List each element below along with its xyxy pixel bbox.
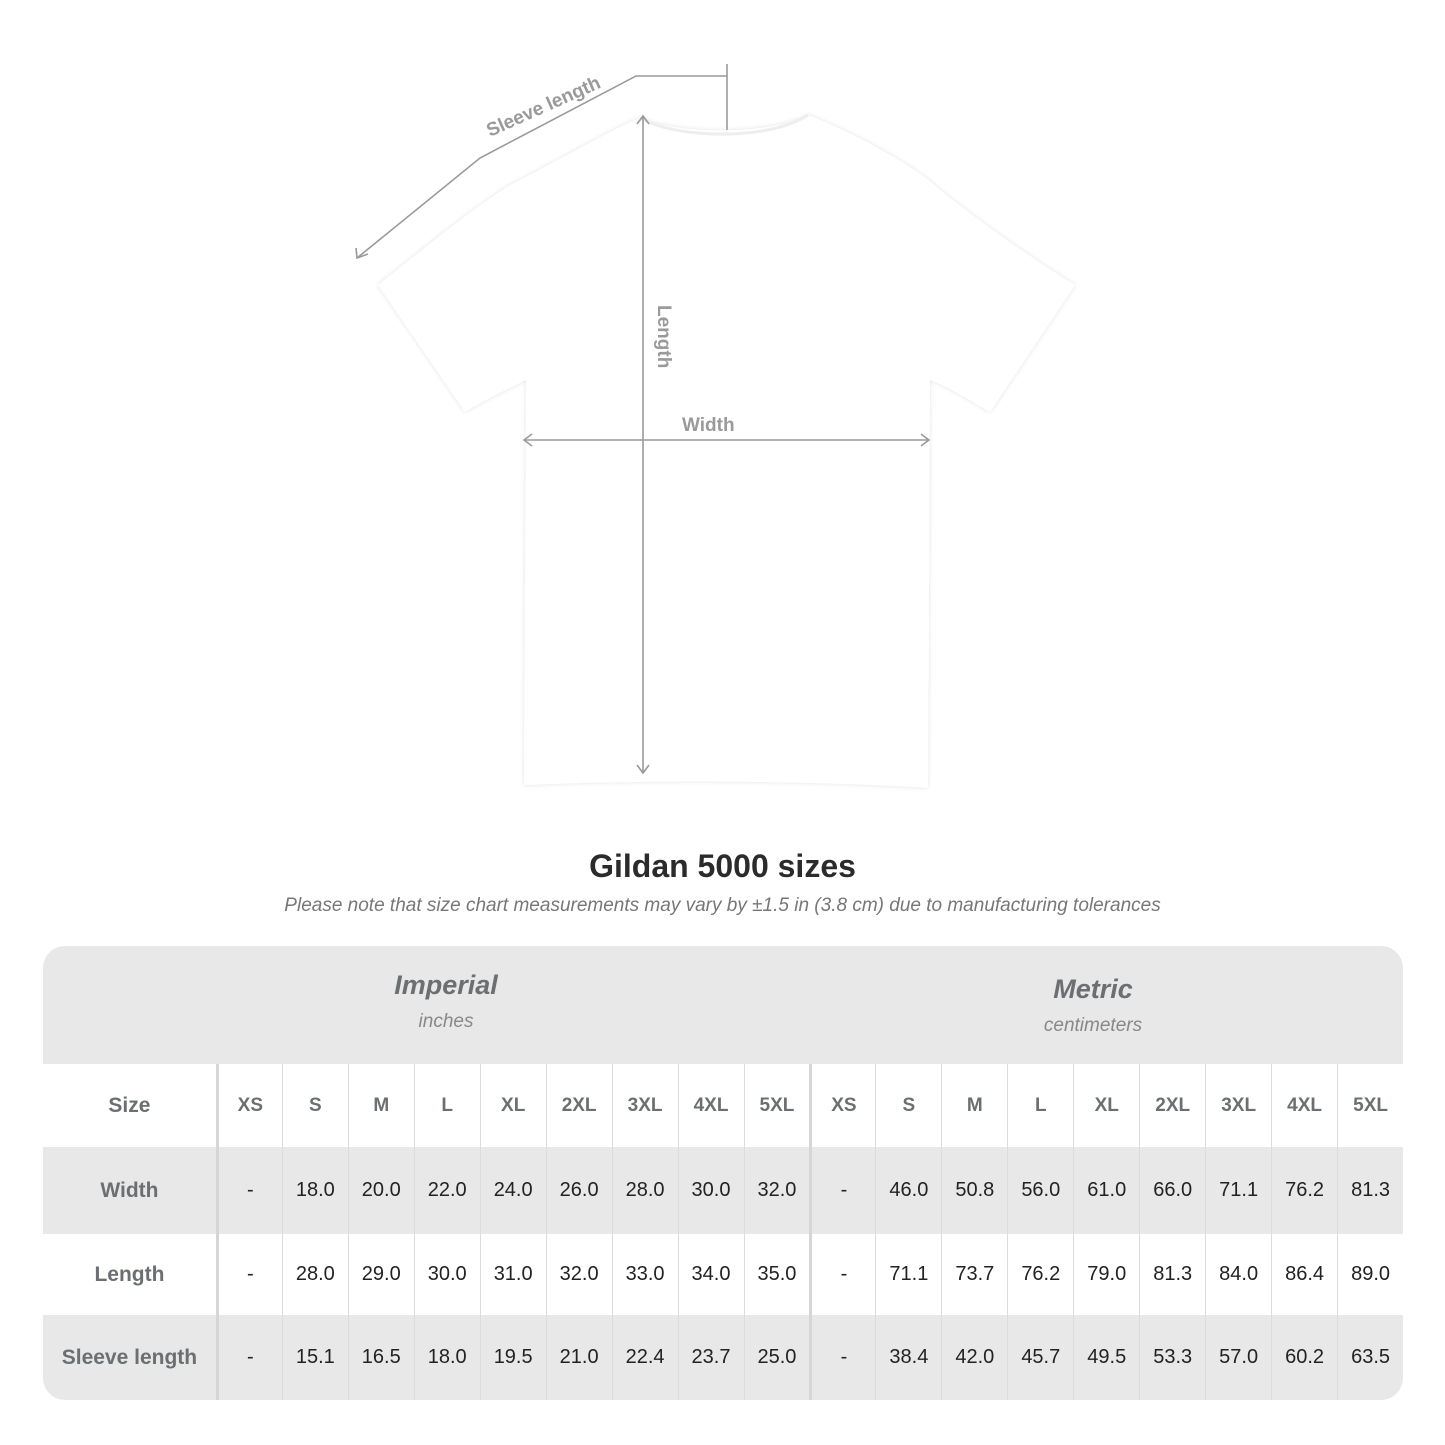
imperial-value-cell: 23.7 xyxy=(677,1315,744,1400)
length-label: Length xyxy=(653,305,674,368)
metric-size-4xl: 4XL xyxy=(1271,1064,1337,1147)
imperial-header: Imperial inches xyxy=(216,970,676,1033)
metric-value-cell: 57.0 xyxy=(1205,1315,1271,1400)
imperial-value-cell: 19.5 xyxy=(479,1315,546,1400)
metric-value-cell: - xyxy=(809,1315,875,1400)
imperial-size-4xl: 4XL xyxy=(677,1064,744,1147)
imperial-value-cell: - xyxy=(215,1234,282,1315)
metric-title: Metric xyxy=(1053,974,1133,1004)
metric-value-cell: 73.7 xyxy=(941,1234,1007,1315)
imperial-value-cell: 29.0 xyxy=(347,1234,414,1315)
imperial-value-cell: 20.0 xyxy=(347,1147,414,1234)
metric-value-cell: 49.5 xyxy=(1073,1315,1139,1400)
imperial-value-cell: 22.4 xyxy=(611,1315,678,1400)
row-label: Width xyxy=(100,1178,159,1202)
imperial-size-5xl: 5XL xyxy=(743,1064,810,1147)
metric-value-cell: 60.2 xyxy=(1271,1315,1337,1400)
imperial-value-cell: - xyxy=(215,1147,282,1234)
metric-size-5xl: 5XL xyxy=(1337,1064,1403,1147)
tshirt-diagram: Sleeve length Length Width xyxy=(355,64,1075,788)
metric-value-cell: 71.1 xyxy=(875,1234,941,1315)
metric-value-cell: 71.1 xyxy=(1205,1147,1271,1234)
imperial-value-cell: 28.0 xyxy=(611,1147,678,1234)
imperial-size-xl: XL xyxy=(479,1064,546,1147)
imperial-size-2xl: 2XL xyxy=(545,1064,612,1147)
metric-value-cell: 79.0 xyxy=(1073,1234,1139,1315)
imperial-value-cell: 32.0 xyxy=(545,1234,612,1315)
imperial-title: Imperial xyxy=(394,970,498,1000)
metric-header: Metric centimeters xyxy=(863,974,1323,1037)
metric-size-s: S xyxy=(875,1064,941,1147)
metric-value-cell: 76.2 xyxy=(1271,1147,1337,1234)
size-header-row: Size XS S M L XL 2XL 3XL 4XL 5XL XS S M L XL 2XL 3XL 4XL 5… xyxy=(43,1064,1403,1147)
imperial-value-cell: 26.0 xyxy=(545,1147,612,1234)
imperial-value-cell: 34.0 xyxy=(677,1234,744,1315)
metric-unit: centimeters xyxy=(1043,1015,1143,1036)
imperial-size-l: L xyxy=(413,1064,480,1147)
imperial-value-cell: 24.0 xyxy=(479,1147,546,1234)
tshirt-shape xyxy=(378,115,1075,788)
metric-value-cell: 50.8 xyxy=(941,1147,1007,1234)
metric-value-cell: - xyxy=(809,1234,875,1315)
metric-value-cell: 61.0 xyxy=(1073,1147,1139,1234)
sleeve-length-label: Sleeve length xyxy=(483,73,603,142)
metric-size-3xl: 3XL xyxy=(1205,1064,1271,1147)
metric-size-xs: XS xyxy=(809,1064,875,1147)
table-row: Width -18.0 20.0 22.0 24.0 26.0 28.0 30.0 32.0-4… xyxy=(43,1147,1403,1234)
imperial-value-cell: 31.0 xyxy=(479,1234,546,1315)
metric-value-cell: 89.0 xyxy=(1337,1234,1403,1315)
metric-value-cell: 38.4 xyxy=(875,1315,941,1400)
size-label: Size xyxy=(108,1093,151,1117)
imperial-value-cell: 30.0 xyxy=(413,1234,480,1315)
unit-header: Imperial inches Metric centimeters xyxy=(43,946,1403,1064)
metric-size-l: L xyxy=(1007,1064,1073,1147)
imperial-size-s: S xyxy=(281,1064,348,1147)
imperial-unit: inches xyxy=(418,1011,474,1032)
imperial-value-cell: 15.1 xyxy=(281,1315,348,1400)
row-label: Sleeve length xyxy=(61,1345,198,1369)
chart-title: Gildan 5000 sizes xyxy=(589,848,856,884)
imperial-size-m: M xyxy=(347,1064,414,1147)
metric-size-m: M xyxy=(941,1064,1007,1147)
imperial-value-cell: 18.0 xyxy=(413,1315,480,1400)
metric-value-cell: 81.3 xyxy=(1139,1234,1205,1315)
sleeve-measure-line xyxy=(356,75,727,259)
imperial-value-cell: - xyxy=(215,1315,282,1400)
metric-value-cell: 53.3 xyxy=(1139,1315,1205,1400)
imperial-value-cell: 28.0 xyxy=(281,1234,348,1315)
tolerance-note: Please note that size chart measurements… xyxy=(284,895,1161,916)
table-row: Length -28.0 29.0 30.0 31.0 32.0 33.0 34.0 35.0-… xyxy=(43,1234,1403,1315)
imperial-value-cell: 32.0 xyxy=(743,1147,810,1234)
metric-value-cell: 81.3 xyxy=(1337,1147,1403,1234)
imperial-value-cell: 22.0 xyxy=(413,1147,480,1234)
width-label: Width xyxy=(682,415,735,436)
imperial-value-cell: 21.0 xyxy=(545,1315,612,1400)
row-label: Length xyxy=(94,1262,165,1286)
imperial-value-cell: 16.5 xyxy=(347,1315,414,1400)
table-row: Sleeve length -15.1 16.5 18.0 19.5 21.0 22.4 23… xyxy=(43,1315,1403,1400)
imperial-value-cell: 35.0 xyxy=(743,1234,810,1315)
imperial-size-xs: XS xyxy=(215,1064,282,1147)
metric-size-2xl: 2XL xyxy=(1139,1064,1205,1147)
metric-value-cell: 84.0 xyxy=(1205,1234,1271,1315)
metric-value-cell: 45.7 xyxy=(1007,1315,1073,1400)
measure-lines xyxy=(355,64,931,775)
metric-value-cell: 76.2 xyxy=(1007,1234,1073,1315)
metric-value-cell: 86.4 xyxy=(1271,1234,1337,1315)
imperial-value-cell: 30.0 xyxy=(677,1147,744,1234)
size-table: Imperial inches Metric centimeters Size X… xyxy=(43,946,1403,1400)
metric-value-cell: 46.0 xyxy=(875,1147,941,1234)
imperial-value-cell: 18.0 xyxy=(281,1147,348,1234)
metric-value-cell: 42.0 xyxy=(941,1315,1007,1400)
metric-value-cell: 66.0 xyxy=(1139,1147,1205,1234)
imperial-value-cell: 25.0 xyxy=(743,1315,810,1400)
metric-value-cell: - xyxy=(809,1147,875,1234)
metric-value-cell: 63.5 xyxy=(1337,1315,1403,1400)
imperial-value-cell: 33.0 xyxy=(611,1234,678,1315)
metric-value-cell: 56.0 xyxy=(1007,1147,1073,1234)
imperial-size-3xl: 3XL xyxy=(611,1064,678,1147)
metric-size-xl: XL xyxy=(1073,1064,1139,1147)
